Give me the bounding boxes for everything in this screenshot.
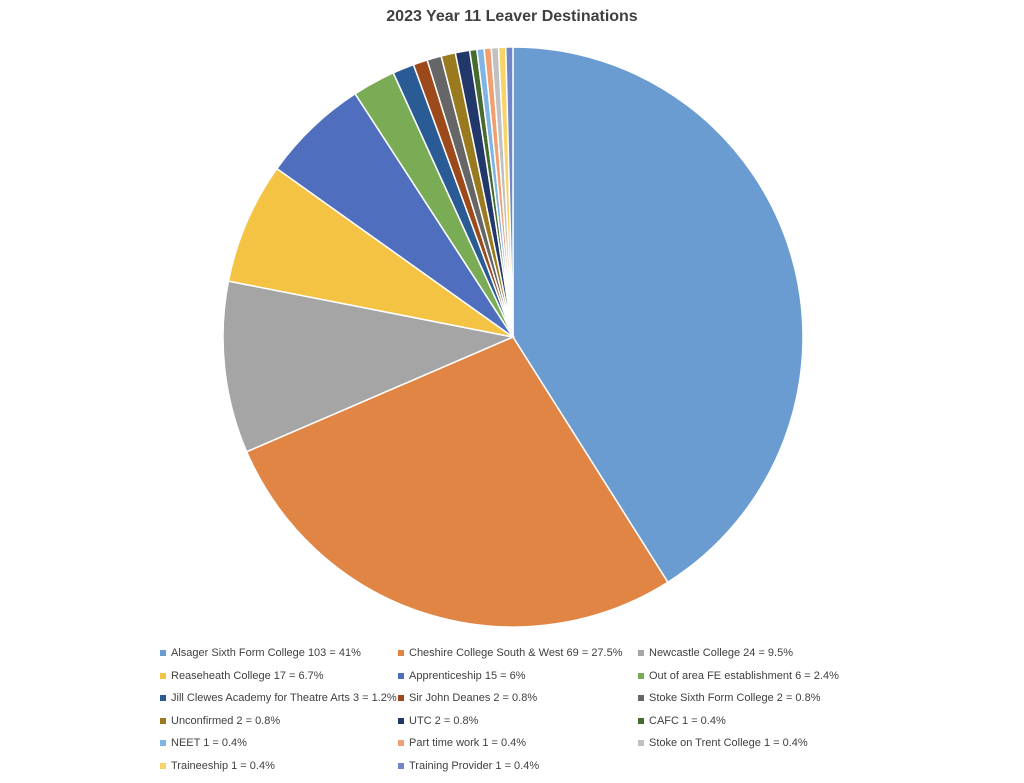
pie-chart xyxy=(222,46,804,628)
legend-label: Apprenticeship 15 = 6% xyxy=(409,669,526,682)
legend-label: Out of area FE establishment 6 = 2.4% xyxy=(649,669,839,682)
legend-item: Out of area FE establishment 6 = 2.4% xyxy=(638,669,839,683)
legend-item: Apprenticeship 15 = 6% xyxy=(398,669,526,683)
legend-label: CAFC 1 = 0.4% xyxy=(649,714,726,727)
legend-item: CAFC 1 = 0.4% xyxy=(638,714,726,728)
legend-swatch xyxy=(638,672,644,679)
pie-slice-0 xyxy=(512,46,804,584)
legend-item: Training Provider 1 = 0.4% xyxy=(398,759,539,773)
legend-item: Alsager Sixth Form College 103 = 41% xyxy=(160,646,361,660)
legend-swatch xyxy=(398,717,404,724)
legend-label: Stoke on Trent College 1 = 0.4% xyxy=(649,737,808,749)
legend-label: Reaseheath College 17 = 6.7% xyxy=(171,669,324,682)
legend-item: UTC 2 = 0.8% xyxy=(398,714,478,728)
legend-item: Traineeship 1 = 0.4% xyxy=(160,759,275,773)
legend-item: Cheshire College South & West 69 = 27.5% xyxy=(398,646,623,660)
legend-swatch xyxy=(398,672,404,679)
pie-slice-2 xyxy=(222,280,516,453)
legend-swatch xyxy=(638,740,644,746)
chart-title: 2023 Year 11 Leaver Destinations xyxy=(386,8,638,25)
pie-slice-3 xyxy=(227,167,514,338)
legend-swatch xyxy=(398,740,404,746)
legend-swatch xyxy=(398,762,404,769)
legend-swatch xyxy=(160,762,166,769)
pie-slice-16 xyxy=(504,46,514,338)
legend-label: Alsager Sixth Form College 103 = 41% xyxy=(171,647,361,659)
legend-label: Part time work 1 = 0.4% xyxy=(409,737,527,749)
legend-item: Sir John Deanes 2 = 0.8% xyxy=(398,691,537,705)
legend-label: Stoke Sixth Form College 2 = 0.8% xyxy=(649,692,821,704)
legend-swatch xyxy=(638,650,644,656)
legend-label: Training Provider 1 = 0.4% xyxy=(409,759,540,772)
legend-swatch xyxy=(160,650,166,656)
legend-item: Newcastle College 24 = 9.5% xyxy=(638,646,793,660)
legend-item: Stoke on Trent College 1 = 0.4% xyxy=(638,736,808,750)
legend-label: Jill Clewes Academy for Theatre Arts 3 =… xyxy=(171,692,397,704)
legend-item: Part time work 1 = 0.4% xyxy=(398,736,526,750)
legend-label: Cheshire College South & West 69 = 27.5% xyxy=(409,647,623,659)
legend-swatch xyxy=(398,650,404,656)
legend-swatch xyxy=(638,717,644,724)
legend-swatch xyxy=(160,672,166,679)
legend-item: Reaseheath College 17 = 6.7% xyxy=(160,669,324,683)
legend-swatch xyxy=(160,695,166,701)
legend-label: Sir John Deanes 2 = 0.8% xyxy=(409,692,538,704)
legend-swatch xyxy=(160,717,166,724)
legend-label: Traineeship 1 = 0.4% xyxy=(171,759,275,772)
pie-slice-1 xyxy=(245,336,669,628)
legend-label: Unconfirmed 2 = 0.8% xyxy=(171,714,281,727)
legend-label: Newcastle College 24 = 9.5% xyxy=(649,647,793,659)
legend-item: NEET 1 = 0.4% xyxy=(160,736,247,750)
legend-item: Jill Clewes Academy for Theatre Arts 3 =… xyxy=(160,691,397,705)
legend-label: NEET 1 = 0.4% xyxy=(171,737,247,749)
legend-item: Unconfirmed 2 = 0.8% xyxy=(160,714,280,728)
legend-label: UTC 2 = 0.8% xyxy=(409,714,479,727)
legend-item: Stoke Sixth Form College 2 = 0.8% xyxy=(638,691,821,705)
legend-swatch xyxy=(638,695,644,701)
legend-swatch xyxy=(398,695,404,701)
legend-swatch xyxy=(160,740,166,746)
